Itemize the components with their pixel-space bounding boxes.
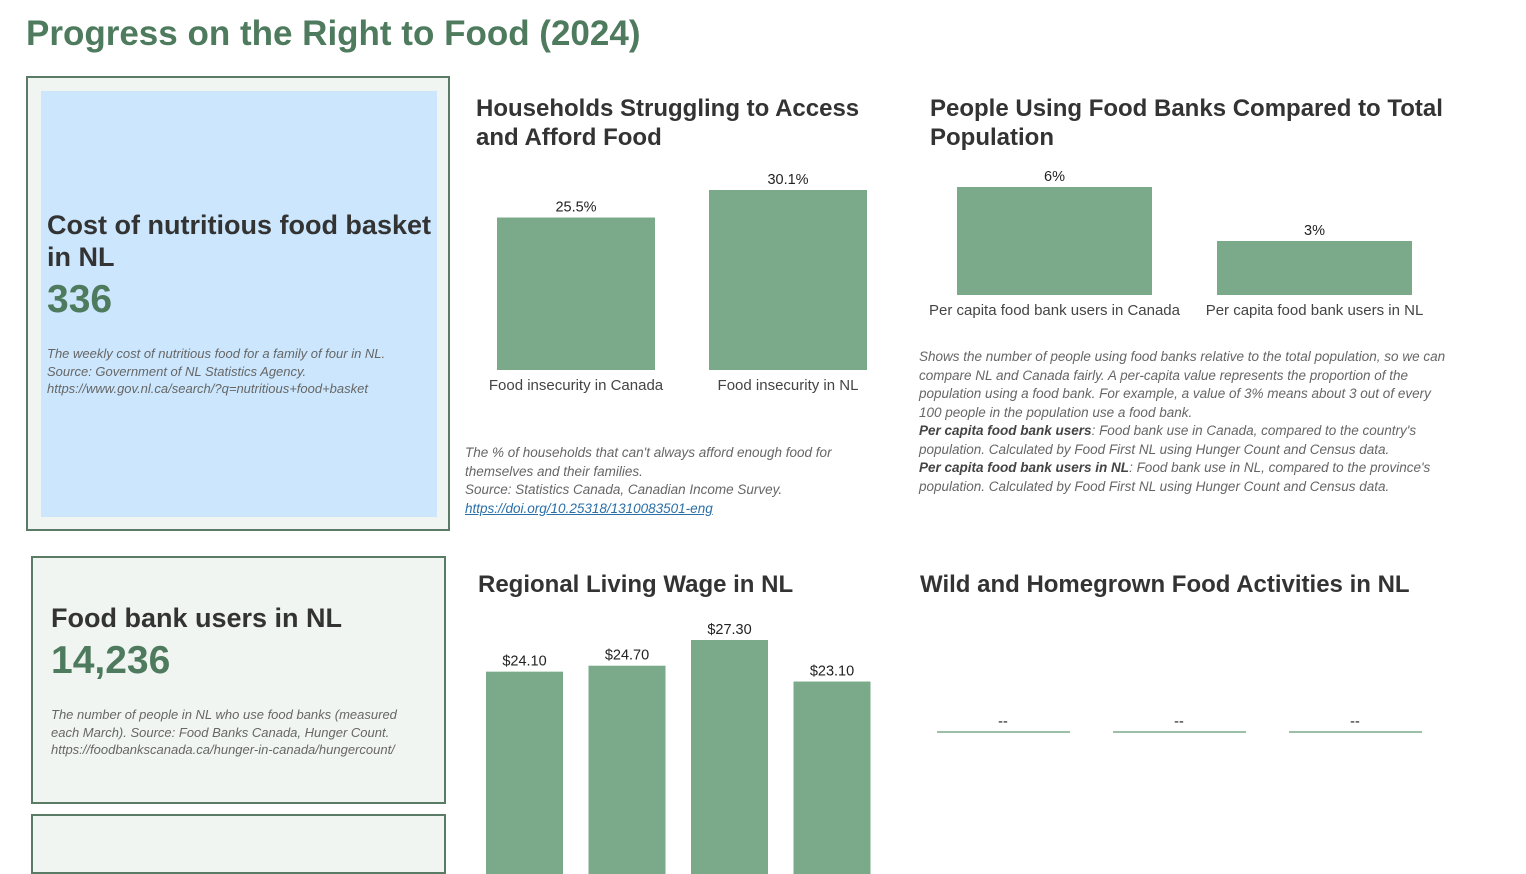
food-bank-users-card[interactable]: Food bank users in NL 14,236 The number … [31,556,446,804]
bar-value-label: -- [998,714,1008,730]
bar-category-label: Per capita food bank users in NL [1206,302,1424,319]
bar-value-label: 30.1% [767,172,808,188]
food-bank-users-desc-line: each March). Source: Food Banks Canada, … [51,724,390,740]
bar-category-label: Per capita food bank users in Canada [929,302,1181,319]
bar [588,665,666,874]
living-wage-bar-chart: $24.10 $24.70 $27.30 $23.10 [486,622,871,874]
wild-food-bar-chart: -- -- -- [937,714,1422,733]
bar-category-label: Food insecurity in NL [718,377,859,394]
bar [691,640,768,874]
food-basket-description: The weekly cost of nutritious food for a… [47,345,437,398]
bar [709,190,867,370]
bar [793,681,871,874]
food-bank-users-title: Food bank users in NL [51,603,343,633]
food-bank-users-desc-line: The number of people in NL who use food … [51,707,397,722]
wild-food-chart-title: Wild and Homegrown Food Activities in NL [920,571,1410,598]
bar-value-label: -- [1350,714,1360,730]
food-basket-desc-line: The weekly cost of nutritious food for a… [47,346,386,361]
households-note-line: themselves and their families. [465,463,643,479]
bar [497,217,655,370]
food-basket-url: https://www.gov.nl.ca/search/?q=nutritio… [47,381,368,396]
food-bank-users-description: The number of people in NL who use food … [51,706,431,759]
food-banks-population-chart-title: People Using Food Banks Compared to Tota… [930,95,1443,151]
food-banks-population-chart-note: Shows the number of people using food ba… [919,348,1454,496]
households-chart-note: The % of households that can't always af… [465,444,885,518]
bar-value-label: $27.30 [707,622,751,638]
page-title: Progress on the Right to Food (2024) [26,14,641,53]
bar-value-label: $23.10 [810,664,854,680]
bar-value-label: $24.70 [605,648,649,664]
food-bank-users-value: 14,236 [51,639,171,682]
food-basket-source: Source: Government of NL Statistics Agen… [47,363,307,379]
households-source-link[interactable]: https://doi.org/10.25318/1310083501-eng [465,500,713,516]
bar-value-label: 3% [1304,223,1325,239]
food-basket-content: Cost of nutritious food basket in NL 336… [47,209,437,398]
bar-value-label: -- [1174,714,1184,730]
food-basket-title: Cost of nutritious food basket in NL [47,210,431,272]
food-basket-value: 336 [47,278,113,321]
food-basket-highlight: Cost of nutritious food basket in NL 336… [41,91,437,517]
households-bar-chart: 25.5% Food insecurity in Canada 30.1% Food … [489,172,867,394]
definition-canada: Per capita food bank users: Food bank us… [919,422,1454,459]
bar-category-label: Food insecurity in Canada [489,377,664,394]
bar-value-label: 6% [1044,169,1065,185]
households-note-source: Source: Statistics Canada, Canadian Inco… [465,482,783,497]
living-wage-chart-title: Regional Living Wage in NL [478,571,794,598]
bar [957,187,1152,295]
food-bank-users-url: https://foodbankscanada.ca/hunger-in-can… [51,742,395,757]
bar [486,671,563,874]
food-banks-population-note-intro: Shows the number of people using food ba… [919,349,1446,420]
food-banks-population-bar-chart: 6% Per capita food bank users in Canada 3%… [929,169,1424,319]
bar [1217,241,1412,295]
definition-nl: Per capita food bank users in NL: Food b… [919,459,1454,496]
definition-canada-text: : Food bank use in Canada, compared to t… [919,423,1417,457]
definition-nl-term: Per capita food bank users in NL [919,460,1130,475]
food-basket-card[interactable]: Cost of nutritious food basket in NL 336… [26,76,450,531]
households-chart-title: Households Struggling to Access and Affo… [476,95,860,151]
definition-nl-text: : Food bank use in NL, compared to the p… [919,460,1431,494]
food-bank-users-content: Food bank users in NL 14,236 The number … [51,602,431,759]
bar-value-label: 25.5% [555,200,596,216]
third-card[interactable] [31,814,446,874]
definition-canada-term: Per capita food bank users [919,423,1092,438]
households-note-line: The % of households that can't always af… [465,445,832,460]
bar-value-label: $24.10 [502,654,546,670]
